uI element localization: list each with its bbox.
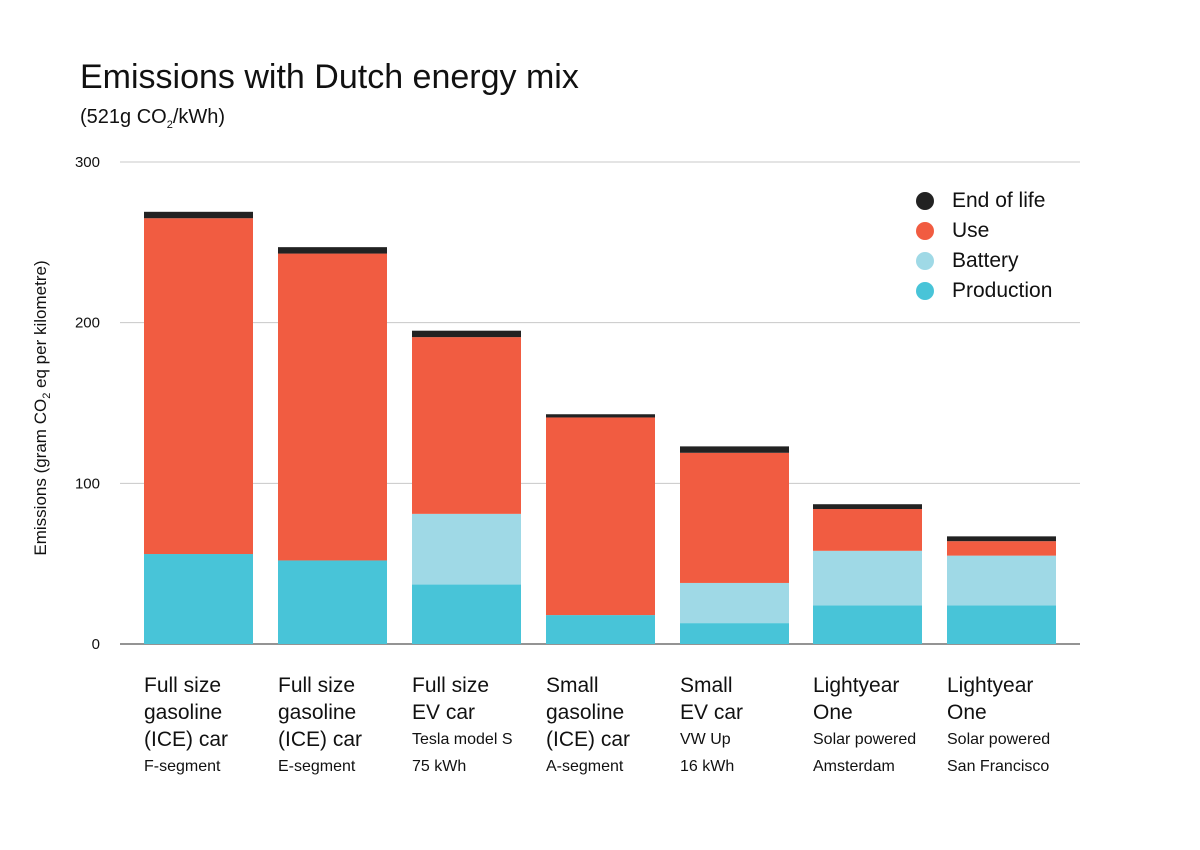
bar-segment-end-of-life bbox=[144, 211, 253, 219]
bar-segment-use bbox=[412, 337, 521, 514]
category-label-sub: San Francisco bbox=[947, 758, 1050, 775]
category-label-sub: Solar powered bbox=[813, 731, 917, 748]
category-label-main: (ICE) car bbox=[144, 728, 228, 751]
category-label-sub: Amsterdam bbox=[813, 758, 895, 775]
legend-item: End of life bbox=[916, 186, 1052, 216]
category-label-main: (ICE) car bbox=[278, 728, 362, 751]
category-label-main: EV car bbox=[412, 701, 476, 724]
bar-segment-production bbox=[546, 615, 655, 644]
category-label: Full size gasoline (ICE) car F-segment bbox=[144, 672, 294, 780]
bar-segment-use bbox=[947, 541, 1056, 556]
category-label-sub: E-segment bbox=[278, 758, 356, 775]
category-label-sub: Tesla model S bbox=[412, 731, 513, 748]
category-label-sub: 75 kWh bbox=[412, 758, 467, 775]
bar-segment-production bbox=[947, 605, 1056, 644]
category-label: Small gasoline (ICE) car A-segment bbox=[546, 672, 696, 780]
legend-label: Use bbox=[952, 219, 990, 242]
bar-segment-battery bbox=[813, 550, 922, 606]
category-label: Lightyear One Solar powered San Francisco bbox=[947, 672, 1097, 780]
legend-label: Production bbox=[952, 279, 1053, 302]
bar-segment-end-of-life bbox=[278, 247, 387, 254]
y-tick-label: 300 bbox=[75, 154, 100, 171]
legend-item: Battery bbox=[916, 246, 1052, 276]
legend: End of life Use Battery Production bbox=[916, 186, 1052, 306]
category-label-main: (ICE) car bbox=[546, 728, 630, 751]
category-label-main: Small bbox=[546, 674, 599, 697]
y-axis-label-text: Emissions (gram CO bbox=[30, 398, 50, 556]
category-label-main: Full size bbox=[412, 674, 490, 697]
bar-segment-battery bbox=[947, 555, 1056, 606]
chart-title: Emissions with Dutch energy mix bbox=[80, 58, 579, 96]
legend-swatch bbox=[916, 252, 934, 270]
legend-swatch bbox=[916, 282, 934, 300]
category-label-main: gasoline bbox=[546, 701, 625, 724]
bar-segment-end-of-life bbox=[546, 414, 655, 418]
category-label-sub: F-segment bbox=[144, 758, 221, 775]
category-label-sub: 16 kWh bbox=[680, 758, 735, 775]
bar-segment-production bbox=[144, 554, 253, 644]
legend-swatch bbox=[916, 222, 934, 240]
category-label: Full size gasoline (ICE) car E-segment bbox=[278, 672, 428, 780]
bar-segment-battery bbox=[680, 582, 789, 624]
subtitle-text: (521g CO bbox=[80, 106, 167, 128]
bar-segment-end-of-life bbox=[680, 446, 789, 453]
category-label-main: Full size bbox=[278, 674, 356, 697]
category-label: Lightyear One Solar powered Amsterdam bbox=[813, 672, 963, 780]
bar-segment-use bbox=[278, 253, 387, 561]
category-label-main: Lightyear bbox=[947, 674, 1034, 697]
chart-subtitle: (521g CO2/kWh) bbox=[80, 106, 225, 131]
category-label-main: Small bbox=[680, 674, 733, 697]
y-tick-label: 200 bbox=[75, 315, 100, 332]
bar-segment-use bbox=[144, 218, 253, 555]
y-axis-label-subscript: 2 bbox=[41, 392, 54, 399]
category-label: Small EV car VW Up 16 kWh bbox=[680, 672, 830, 780]
category-label-main: Full size bbox=[144, 674, 222, 697]
category-label-main: gasoline bbox=[278, 701, 357, 724]
legend-label: End of life bbox=[952, 189, 1046, 212]
subtitle-subscript: 2 bbox=[166, 119, 173, 131]
y-axis-label: Emissions (gram CO2 eq per kilometre) bbox=[31, 260, 53, 555]
legend-swatch bbox=[916, 192, 934, 210]
bar-segment-use bbox=[680, 452, 789, 583]
category-label-sub: VW Up bbox=[680, 731, 731, 748]
category-label-main: One bbox=[813, 701, 853, 724]
bar-segment-production bbox=[412, 584, 521, 644]
bar-segment-end-of-life bbox=[412, 330, 521, 338]
bar-segment-production bbox=[278, 560, 387, 644]
category-label-main: Lightyear bbox=[813, 674, 900, 697]
category-label-sub: A-segment bbox=[546, 758, 624, 775]
y-tick-label: 100 bbox=[75, 475, 100, 492]
category-label: Full size EV car Tesla model S 75 kWh bbox=[412, 672, 562, 780]
bar-segment-use bbox=[813, 509, 922, 551]
bar-segment-end-of-life bbox=[813, 504, 922, 510]
category-label-main: gasoline bbox=[144, 701, 223, 724]
legend-label: Battery bbox=[952, 249, 1019, 272]
y-tick-label: 0 bbox=[92, 636, 100, 653]
subtitle-text-end: /kWh) bbox=[172, 106, 226, 128]
legend-item: Use bbox=[916, 216, 1052, 246]
category-label-main: EV car bbox=[680, 701, 744, 724]
category-label-sub: Solar powered bbox=[947, 731, 1051, 748]
y-axis-label-text-end: eq per kilometre) bbox=[30, 260, 50, 393]
bar-segment-production bbox=[813, 605, 922, 644]
category-label-main: One bbox=[947, 701, 987, 724]
bar-segment-use bbox=[546, 417, 655, 616]
bar-segment-production bbox=[680, 623, 789, 644]
bar-segment-battery bbox=[412, 513, 521, 585]
legend-item: Production bbox=[916, 276, 1052, 306]
bar-segment-end-of-life bbox=[947, 536, 1056, 542]
